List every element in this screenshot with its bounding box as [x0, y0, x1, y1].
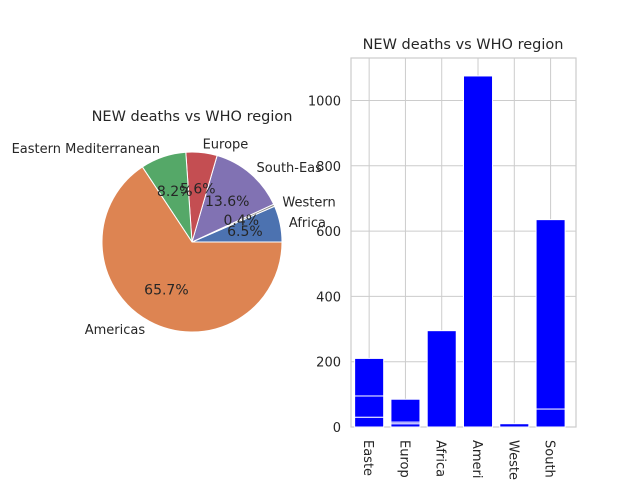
y-tick-label: 1000	[308, 95, 341, 110]
pie-slice-label: South-Eas	[257, 161, 323, 176]
bar	[535, 408, 566, 428]
x-tick-label: Africa	[433, 440, 448, 477]
bar	[354, 416, 385, 428]
y-tick-label: 400	[316, 290, 341, 305]
pie-percent-label: 6.5%	[227, 224, 263, 240]
bar	[354, 395, 385, 418]
pie-slice	[191, 154, 275, 243]
bar	[354, 357, 385, 397]
bar-title: NEW deaths vs WHO region	[363, 37, 564, 53]
pie-slice	[101, 166, 283, 333]
pie-title: NEW deaths vs WHO region	[92, 109, 293, 125]
y-tick-label: 800	[316, 160, 341, 175]
pie-percent-label: 0.4%	[224, 213, 260, 229]
pie-chart: NEW deaths vs WHO region Africa 6.5% Weste…	[12, 109, 336, 338]
bar-chart: NEW deaths vs WHO region 0 200 400 600 800 10…	[308, 37, 577, 480]
bar	[426, 330, 457, 428]
pie-slice-label: Western	[282, 196, 335, 211]
x-tick-label: Ameri	[469, 440, 484, 479]
bar	[499, 423, 530, 428]
x-tick-label: Weste	[505, 440, 520, 480]
bar	[535, 219, 566, 410]
pie-slice-label: Europe	[203, 138, 249, 153]
y-tick-label: 600	[316, 225, 341, 240]
x-tick-label: South	[542, 440, 557, 478]
bar	[390, 398, 421, 423]
pie-percent-label: 13.6%	[205, 194, 249, 210]
y-tick-label: 200	[316, 356, 341, 371]
x-tick-label: Easte	[360, 440, 375, 476]
pie-percent-label: 8.2%	[157, 184, 193, 200]
pie-slice-label: Americas	[85, 323, 146, 338]
y-tick-label: 0	[333, 421, 341, 436]
bar	[463, 75, 494, 428]
pie-percent-label: 5.6%	[180, 181, 216, 197]
pie-slice-label: Africa	[289, 216, 326, 231]
pie-percent-label: 65.7%	[144, 283, 188, 299]
x-tick-label: Europ	[396, 440, 411, 478]
pie-slice-label: Eastern Mediterranean	[12, 142, 161, 157]
